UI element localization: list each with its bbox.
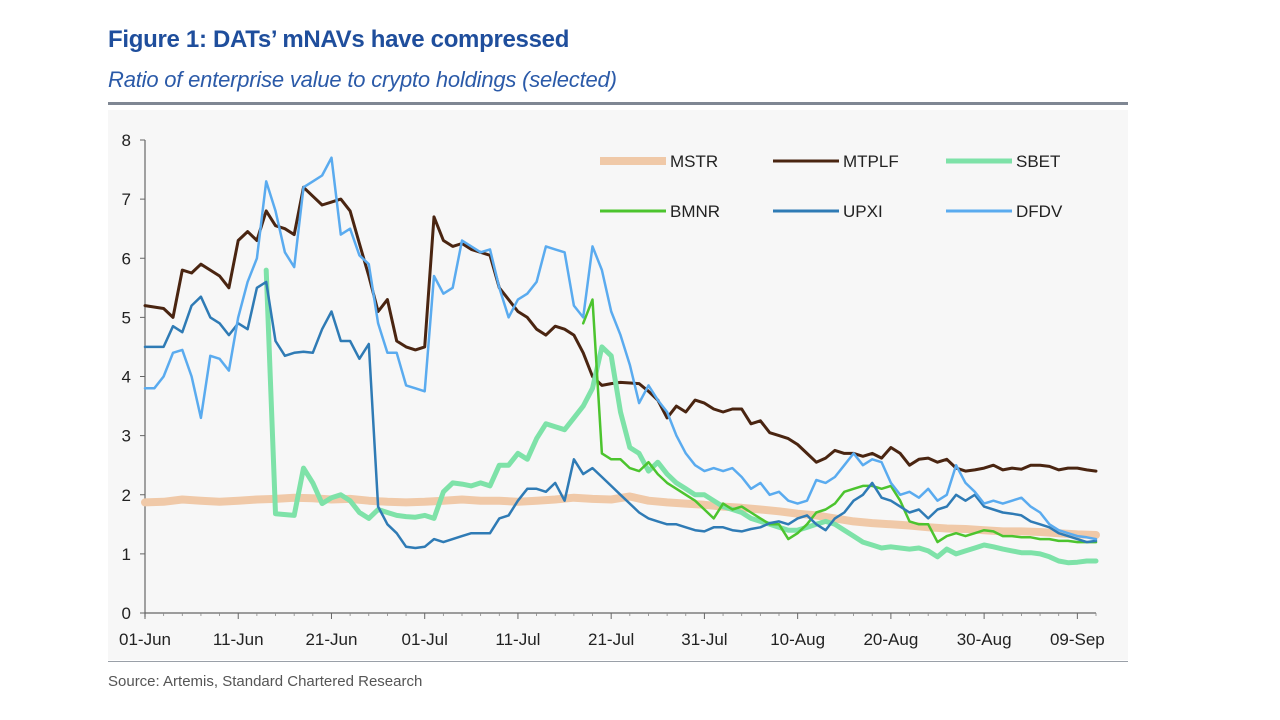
series-line-dfdv [143, 156, 1098, 541]
y-tick-label: 2 [122, 486, 131, 505]
x-tick-label: 20-Aug [863, 630, 918, 649]
y-tick-label: 8 [122, 131, 131, 150]
y-tick-label: 7 [122, 190, 131, 209]
y-tick-label: 1 [122, 545, 131, 564]
source-note: Source: Artemis, Standard Chartered Rese… [108, 673, 423, 690]
legend-label-mtplf: MTPLF [843, 152, 899, 171]
x-tick-label: 21-Jul [588, 630, 634, 649]
x-tick-label: 09-Sep [1050, 630, 1105, 649]
legend-label-mstr: MSTR [670, 152, 718, 171]
x-tick-label: 01-Jun [119, 630, 171, 649]
series-line-mtplf [143, 185, 1098, 473]
bottom-divider [108, 661, 1128, 662]
y-tick-label: 6 [122, 249, 131, 268]
series-line-upxi [143, 280, 1098, 550]
x-tick-label: 01-Jul [402, 630, 448, 649]
chart-subtitle: Ratio of enterprise value to crypto hold… [108, 67, 617, 92]
x-tick-label: 30-Aug [957, 630, 1012, 649]
y-tick-label: 5 [122, 308, 131, 327]
series-line-sbet [263, 267, 1099, 566]
chart-title: Figure 1: DATs’ mNAVs have compressed [108, 26, 570, 53]
series-line-mstr [141, 492, 1100, 539]
x-tick-label: 11-Jun [213, 630, 264, 649]
x-tick-label: 21-Jun [305, 630, 357, 649]
legend-label-sbet: SBET [1016, 152, 1060, 171]
series-line-bmnr [581, 298, 1098, 544]
y-tick-label: 0 [122, 604, 131, 623]
line-chart: 0 1 2 3 4 5 6 7 8 01-Jun 11-Jun 21-Jun 01-Jul 11-Jul 2… [119, 131, 1105, 649]
legend-label-upxi: UPXI [843, 202, 883, 221]
x-tick-label: 31-Jul [681, 630, 727, 649]
x-tick-label: 10-Aug [770, 630, 825, 649]
chart-area: 0 1 2 3 4 5 6 7 8 01-Jun 11-Jun 21-Jun 01-Jul 11-Jul 2… [108, 110, 1128, 660]
legend-label-bmnr: BMNR [670, 202, 720, 221]
y-tick-label: 3 [122, 427, 131, 446]
y-tick-label: 4 [122, 368, 131, 387]
title-divider [108, 102, 1128, 105]
legend-label-dfdv: DFDV [1016, 202, 1063, 221]
x-tick-label: 11-Jul [495, 630, 540, 649]
